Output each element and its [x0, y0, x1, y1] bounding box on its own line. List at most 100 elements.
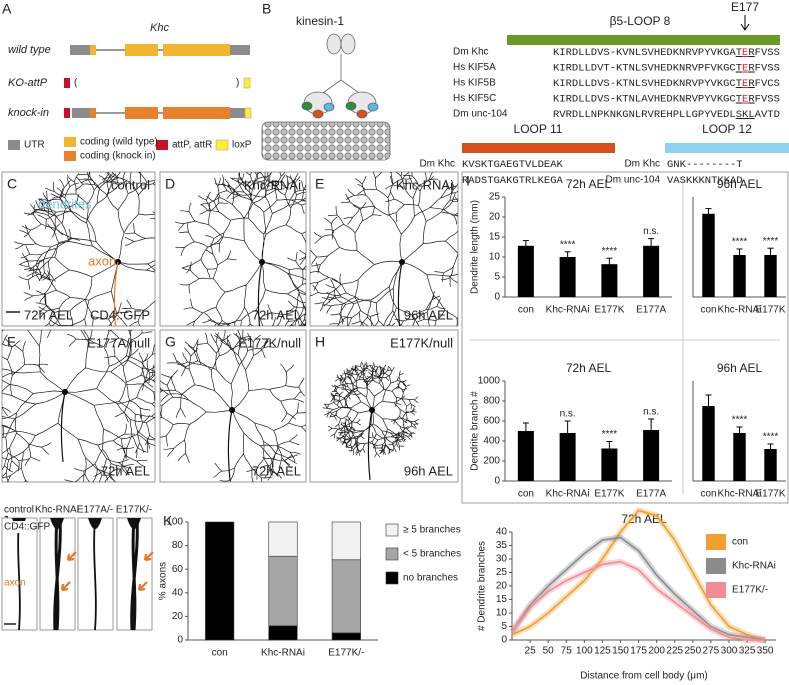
bar-segment: [268, 521, 298, 557]
panel-label: I: [466, 173, 470, 189]
residue-segment: KIRDLLDVS-KVNLSVHEDKNRVPYVKGA: [553, 47, 736, 59]
sequence-name: Hs KIF5A: [453, 62, 496, 73]
significance: ****: [602, 429, 618, 440]
residue-segment: FVCS: [755, 78, 780, 90]
y-tick-label: 20: [496, 581, 508, 592]
bar: [764, 255, 777, 297]
bar: [517, 245, 534, 297]
legend-label: ≥ 5 branches: [403, 525, 461, 536]
stage-label: 72h AEL: [252, 307, 301, 322]
sequence: VASKKKNTKKAD: [667, 175, 743, 187]
bar: [643, 430, 660, 481]
marker-label: CD4::GFP: [90, 307, 150, 322]
arrow: [137, 581, 148, 592]
panel-label: G: [165, 334, 176, 350]
axon-bundle: [93, 517, 97, 631]
legend-swatch: [385, 547, 399, 561]
gene-diagram: ( ): [8, 44, 252, 161]
bar: [601, 448, 618, 481]
condition-label: Khc-RNAi: [244, 177, 301, 192]
bar: [643, 245, 660, 297]
condition-label: control: [111, 177, 150, 192]
bar-segment: [331, 521, 361, 561]
x-tick-label: 100: [576, 646, 593, 657]
bar-segment: [268, 625, 298, 641]
x-tick-label: E177A: [636, 305, 666, 316]
residue-segment: T: [736, 78, 742, 90]
legend-label: con: [732, 537, 748, 548]
x-tick-label: 325: [739, 646, 756, 657]
micrograph-frame: [159, 171, 307, 327]
legend-label: E177K/-: [732, 585, 768, 596]
axon: [113, 261, 119, 326]
bar: [733, 433, 746, 481]
residue-segment: R: [748, 47, 755, 59]
gene-name: Khc: [150, 22, 169, 34]
sequence-name: Dm Khc: [624, 159, 660, 170]
legend-label: no branches: [403, 573, 458, 584]
y-tick-label: 10: [496, 608, 508, 619]
loop-title: LOOP 12: [702, 122, 752, 136]
legend-label: < 5 branches: [403, 549, 461, 560]
bar-segment: [268, 555, 298, 627]
annotation: axon: [4, 578, 26, 589]
axon: [367, 409, 373, 481]
x-tick-label: E177K: [755, 489, 785, 500]
y-axis-label: Dendrite branch #: [470, 391, 481, 471]
sequence: KIRDLLDVS-KTNLAVHEDKNRVPYVKGCTERFVSS: [553, 93, 780, 105]
allele-label: knock-in: [8, 107, 49, 119]
loop-bar: [462, 143, 615, 153]
axon-bundle: [53, 517, 62, 631]
residue-segment: RVRDLLNPKNKGNLRVREHPLLGPYVEDL: [553, 109, 736, 121]
x-tick-label: 200: [648, 646, 665, 657]
panel-label: A: [2, 1, 12, 17]
condition-label: E177A/-: [77, 505, 113, 516]
x-tick-label: 50: [543, 646, 555, 657]
condition-label: control: [4, 505, 34, 516]
condition-label: E177K/null: [238, 335, 301, 350]
residue-segment: KIRDLLDVS-KTNLAVHEDKNRVPYVKGC: [553, 93, 736, 105]
legend-swatch: [706, 582, 726, 598]
y-tick-label: 20: [489, 212, 501, 223]
x-tick-label: Khc-RNAi: [261, 648, 305, 659]
cell-body: [127, 518, 141, 529]
cell-body: [50, 518, 64, 529]
y-tick-label: 25: [489, 192, 501, 203]
legend-swatch: [706, 534, 726, 550]
x-tick-label: 125: [594, 646, 611, 657]
y-tick-label: 15: [496, 594, 508, 605]
micrograph-frame: [309, 329, 459, 483]
bar: [601, 264, 618, 297]
x-tick-label: con: [700, 305, 716, 316]
legend-label: Khc-RNAi: [732, 561, 776, 572]
residue-segment: R: [748, 62, 755, 74]
stage-label: 72h AEL: [252, 463, 301, 478]
residue-segment: FVSS: [755, 62, 780, 74]
significance: ****: [763, 432, 779, 443]
bar: [702, 406, 715, 481]
y-tick-label: 15: [489, 232, 501, 243]
y-tick-label: 0: [494, 292, 500, 303]
x-tick-label: 175: [630, 646, 647, 657]
y-axis-label: % axons: [158, 562, 169, 600]
micrograph-frame: [159, 329, 307, 483]
y-tick-label: 800: [483, 396, 500, 407]
significance: n.s.: [643, 226, 659, 237]
y-tick-label: 60: [172, 564, 184, 575]
panel-label: D: [165, 176, 175, 192]
panel-frame: [461, 171, 789, 504]
arrow: [143, 551, 154, 562]
residue-segment: E: [742, 78, 748, 90]
stage-label: 72h AEL: [101, 463, 150, 478]
legend-label: coding (wild type): [80, 137, 158, 148]
axon: [60, 391, 66, 463]
neuron: [160, 330, 306, 482]
loop-bar: [665, 143, 789, 153]
legend-swatch: [385, 523, 399, 537]
x-tick-label: 250: [684, 646, 701, 657]
y-tick-label: 20: [172, 611, 184, 622]
sequence: GNK--------T: [667, 159, 743, 171]
y-tick-label: 30: [496, 554, 508, 565]
neuron: [310, 172, 458, 326]
condition-label: Khc-RNAi: [396, 177, 453, 192]
